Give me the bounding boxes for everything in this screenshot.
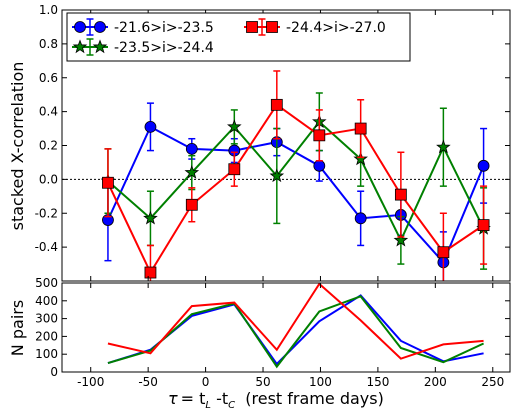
series-line (107, 103, 485, 275)
data-point (185, 142, 198, 155)
data-point (477, 219, 490, 232)
bottom-panel-series (107, 282, 485, 369)
x-label-unit: (rest frame days) (235, 389, 384, 408)
data-point (269, 168, 285, 183)
y-tick-label: 300 (35, 312, 58, 326)
legend-marker (74, 21, 86, 33)
legend-marker (266, 21, 278, 33)
data-point (143, 210, 158, 225)
x-tick-label: 200 (424, 375, 447, 389)
legend-entry-square: -24.4>i>-27.0 (244, 18, 386, 36)
y-tick-label: 0.8 (39, 37, 58, 51)
series-line (107, 120, 485, 243)
bottom-panel-x-ticks: -100 -50 0 50 100 150 200 250 (77, 283, 504, 389)
data-point (313, 129, 326, 142)
legend-marker (246, 21, 258, 33)
y-tick-label: 1.0 (39, 3, 58, 17)
y-tick-label: 0.2 (39, 139, 58, 153)
bottom-y-axis-label: N pairs (8, 300, 27, 356)
data-point (184, 164, 200, 179)
legend-items: -21.6>i>-23.5 -23.5>i>-24.4 -24.4>i>-27.0 (72, 18, 386, 56)
x-tick-label: -50 (138, 375, 158, 389)
top-panel-y-ticks: 1.0 0.8 0.6 0.4 0.2 0.0 -0.2 -0.4 (35, 3, 510, 281)
data-point (354, 122, 367, 135)
x-tick-label: 50 (255, 375, 270, 389)
data-point (353, 151, 368, 166)
legend-label: -23.5>i>-24.4 (114, 40, 214, 56)
y-tick-label: -0.4 (35, 240, 58, 254)
bottom-panel-y-ticks: 500 400 300 200 100 0 (35, 276, 510, 379)
legend-entry-circle: -21.6>i>-23.5 (72, 18, 214, 36)
x-tick-label: 150 (366, 375, 389, 389)
x-label-tau: τ (168, 389, 178, 408)
y-tick-label: 0.4 (39, 105, 58, 119)
x-tick-label: 100 (309, 375, 332, 389)
npairs-line (107, 294, 484, 366)
data-point (185, 198, 198, 211)
y-tick-label: 0.6 (39, 71, 58, 85)
x-label-sub-c: C (228, 400, 235, 411)
npairs-line (107, 295, 485, 369)
y-tick-label: 0 (50, 365, 58, 379)
y-tick-label: 200 (35, 329, 58, 343)
legend-marker (92, 39, 108, 54)
legend-marker (72, 39, 88, 54)
npairs-line (107, 282, 484, 360)
data-point (144, 120, 157, 133)
y-tick-label: 400 (35, 294, 58, 308)
y-tick-label: 0.0 (39, 172, 58, 186)
data-point (393, 232, 409, 247)
data-point (354, 212, 367, 225)
data-point (313, 159, 326, 172)
legend-label: -24.4>i>-27.0 (286, 20, 386, 36)
x-label-mid: -t (211, 389, 228, 408)
top-y-axis-label: stacked X-correlation (8, 62, 27, 231)
data-point (228, 163, 241, 176)
data-point (227, 119, 242, 134)
x-label-eq: = t (181, 389, 206, 408)
data-point (477, 159, 490, 172)
series-line (107, 125, 485, 265)
legend-marker (94, 21, 106, 33)
bottom-panel-frame (61, 282, 511, 373)
data-point (102, 176, 114, 189)
data-point (394, 188, 407, 201)
data-point (436, 139, 451, 154)
y-tick-label: 100 (35, 347, 58, 361)
y-tick-label: 500 (35, 276, 58, 290)
x-tick-label: -100 (77, 375, 104, 389)
legend: -21.6>i>-23.5 -23.5>i>-24.4 -24.4>i>-27.0 (66, 12, 411, 62)
x-axis-label: τ = tL -tC (rest frame days) (168, 389, 384, 411)
legend-label: -21.6>i>-23.5 (114, 20, 214, 36)
series-square (102, 70, 490, 281)
y-tick-label: -0.2 (35, 206, 58, 220)
data-point (270, 98, 283, 111)
legend-box (66, 12, 411, 62)
data-point (144, 266, 157, 279)
top-panel-series (100, 70, 491, 281)
data-point (437, 246, 450, 259)
x-tick-label: 250 (481, 375, 504, 389)
legend-entry-star: -23.5>i>-24.4 (72, 38, 214, 56)
x-label-sub-l: L (205, 400, 211, 411)
x-tick-label: 0 (202, 375, 210, 389)
